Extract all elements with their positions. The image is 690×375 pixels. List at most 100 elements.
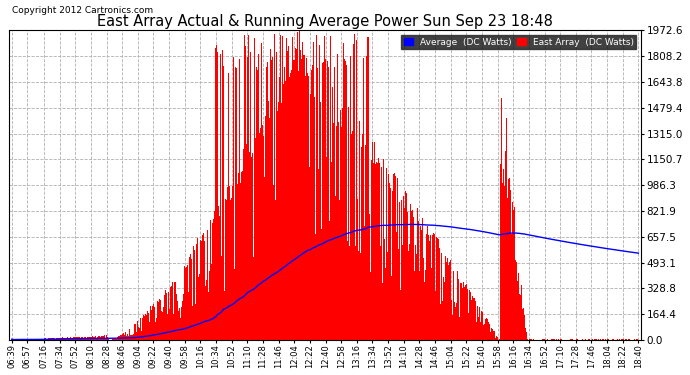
Bar xyxy=(502,183,503,340)
Bar xyxy=(286,38,287,340)
Bar xyxy=(74,338,75,340)
Bar xyxy=(196,244,197,340)
Bar xyxy=(424,282,425,340)
Bar xyxy=(200,240,201,340)
Bar xyxy=(544,339,545,340)
Bar xyxy=(44,338,46,340)
Bar xyxy=(71,338,72,340)
Bar xyxy=(69,338,70,340)
Bar xyxy=(277,111,278,340)
Bar xyxy=(305,76,306,340)
Bar xyxy=(102,336,103,340)
Bar xyxy=(267,62,268,340)
Bar xyxy=(177,302,178,340)
Bar xyxy=(459,316,460,340)
Bar xyxy=(298,71,299,340)
Bar xyxy=(526,339,528,340)
Bar xyxy=(407,212,408,340)
Bar xyxy=(181,301,183,340)
Bar xyxy=(112,339,113,340)
Bar xyxy=(622,339,623,340)
Bar xyxy=(366,56,367,340)
Bar xyxy=(224,291,225,340)
Bar xyxy=(198,277,199,340)
Bar xyxy=(270,49,271,340)
Bar xyxy=(572,339,573,340)
Bar xyxy=(596,339,597,340)
Bar xyxy=(300,50,301,340)
Bar xyxy=(411,211,412,340)
Bar xyxy=(59,338,60,340)
Bar xyxy=(16,339,17,340)
Bar xyxy=(21,339,22,340)
Bar xyxy=(458,279,459,340)
Bar xyxy=(510,190,511,340)
Bar xyxy=(613,339,615,340)
Bar xyxy=(88,338,89,340)
Bar xyxy=(70,338,71,340)
Bar xyxy=(215,48,216,340)
Bar xyxy=(570,339,571,340)
Bar xyxy=(349,246,351,340)
Bar xyxy=(443,277,444,340)
Bar xyxy=(43,338,44,340)
Bar xyxy=(275,163,277,340)
Bar xyxy=(379,163,380,340)
Bar xyxy=(320,102,321,340)
Bar xyxy=(170,287,171,340)
Bar xyxy=(382,283,384,340)
Bar xyxy=(369,214,371,340)
Bar xyxy=(212,223,213,340)
Bar xyxy=(87,337,88,340)
Bar xyxy=(465,285,466,340)
Bar xyxy=(346,65,347,340)
Bar xyxy=(505,151,506,340)
Bar xyxy=(397,178,398,340)
Bar xyxy=(355,135,357,340)
Bar xyxy=(24,339,26,340)
Bar xyxy=(333,123,334,340)
Bar xyxy=(230,201,231,340)
Bar xyxy=(260,128,261,340)
Bar xyxy=(273,185,274,340)
Bar xyxy=(35,339,36,340)
Bar xyxy=(480,322,481,340)
Bar xyxy=(290,73,291,340)
Bar xyxy=(619,339,620,340)
Bar xyxy=(560,339,562,340)
Bar xyxy=(183,285,184,340)
Bar xyxy=(585,339,586,340)
Bar xyxy=(194,250,195,340)
Bar xyxy=(262,125,263,340)
Bar xyxy=(66,338,67,340)
Bar xyxy=(108,339,109,340)
Bar xyxy=(50,338,51,340)
Bar xyxy=(422,218,424,340)
Bar xyxy=(67,338,68,340)
Bar xyxy=(281,103,282,340)
Bar xyxy=(98,336,99,340)
Bar xyxy=(518,273,519,340)
Bar xyxy=(75,337,76,340)
Bar xyxy=(387,252,388,340)
Bar xyxy=(28,339,29,340)
Bar xyxy=(197,238,198,340)
Bar xyxy=(301,59,302,340)
Bar xyxy=(264,177,265,340)
Bar xyxy=(506,198,508,340)
Bar xyxy=(371,160,372,340)
Bar xyxy=(187,265,188,340)
Bar xyxy=(129,329,130,340)
Bar xyxy=(221,50,223,340)
Bar xyxy=(61,338,62,340)
Bar xyxy=(374,142,375,340)
Bar xyxy=(402,245,404,340)
Bar xyxy=(103,336,104,340)
Bar xyxy=(148,313,149,340)
Bar xyxy=(261,43,262,340)
Bar xyxy=(165,290,166,340)
Bar xyxy=(306,58,307,340)
Bar xyxy=(439,248,440,340)
Bar xyxy=(399,202,400,340)
Bar xyxy=(452,315,453,340)
